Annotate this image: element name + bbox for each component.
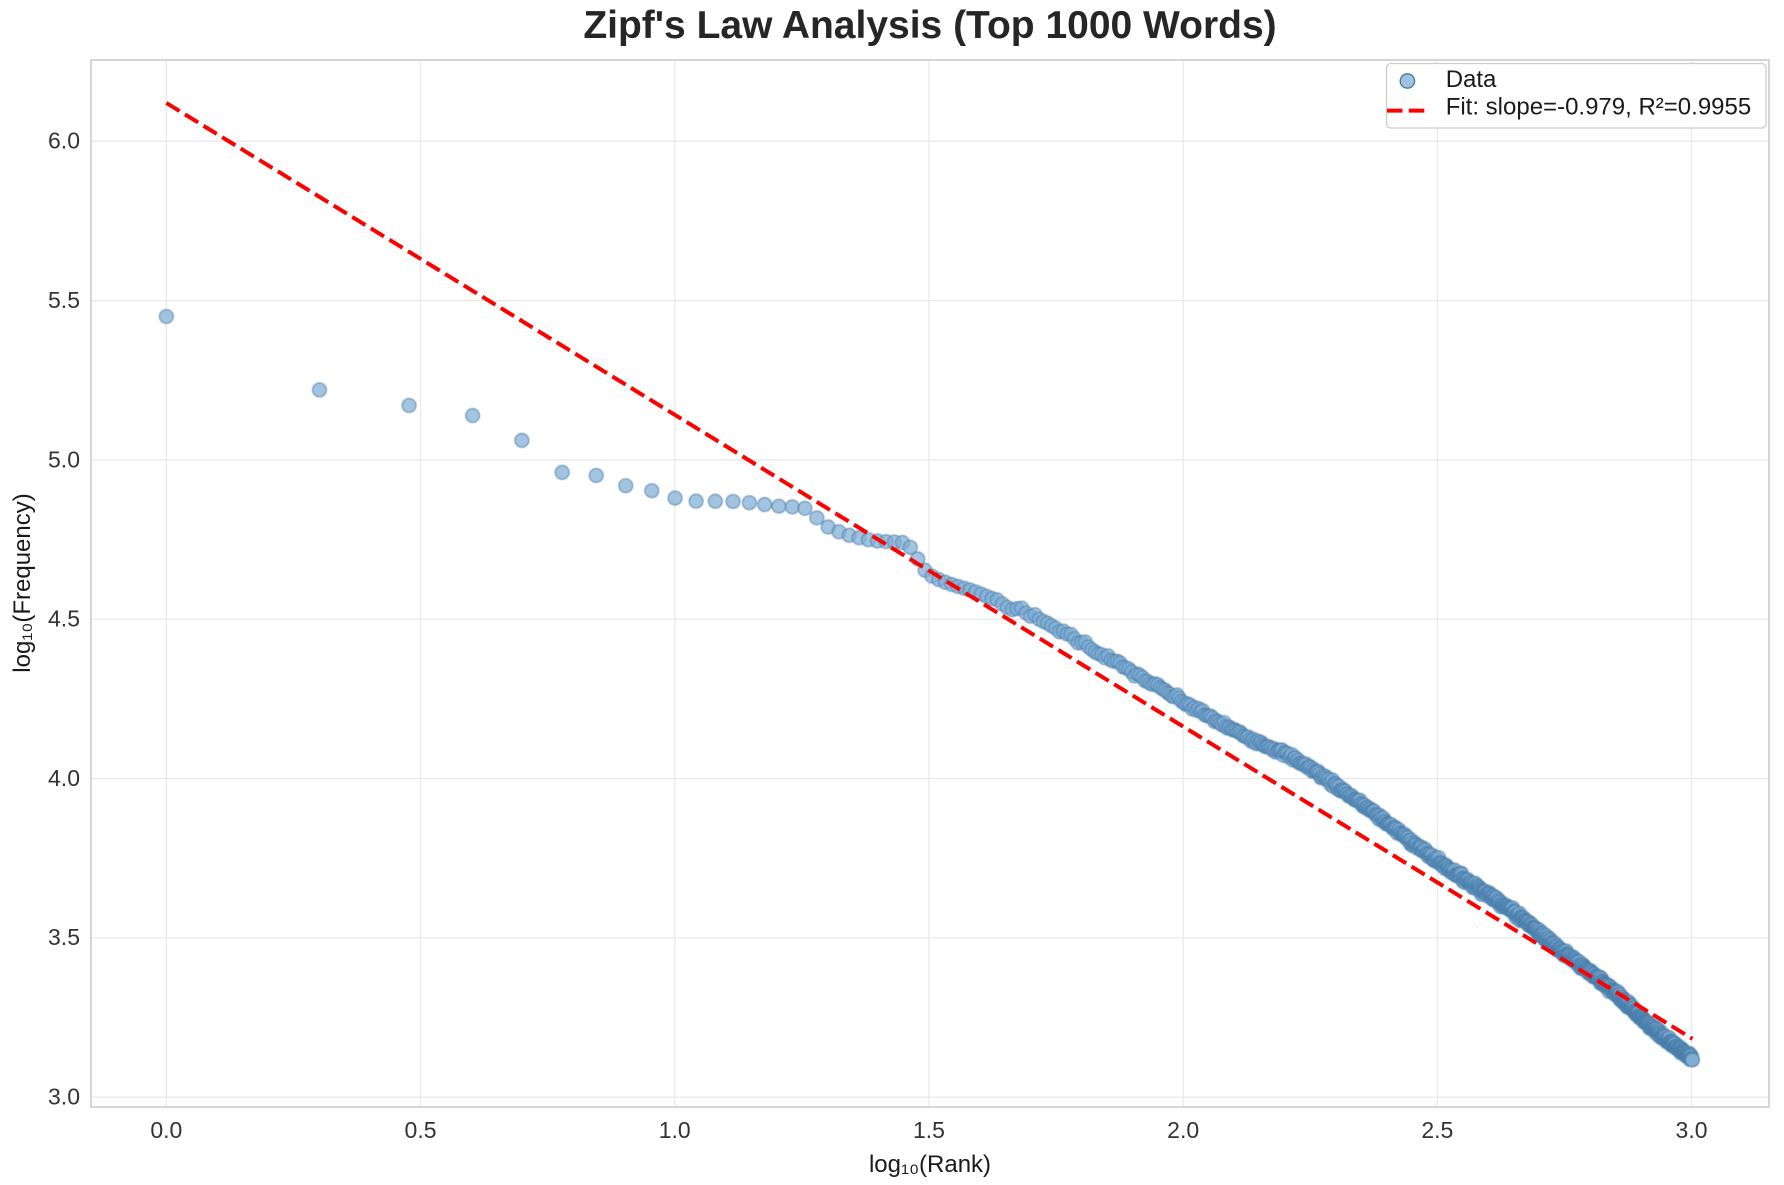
- svg-text:4.5: 4.5: [48, 606, 80, 632]
- svg-text:3.5: 3.5: [48, 924, 80, 950]
- svg-text:2.0: 2.0: [1167, 1117, 1199, 1143]
- svg-text:6.0: 6.0: [48, 128, 80, 154]
- svg-text:5.0: 5.0: [48, 446, 80, 472]
- svg-text:0.5: 0.5: [405, 1117, 437, 1143]
- svg-text:Fit: slope=-0.979, R²=0.9955: Fit: slope=-0.979, R²=0.9955: [1446, 93, 1752, 120]
- svg-text:3.0: 3.0: [48, 1084, 80, 1110]
- svg-text:0.0: 0.0: [150, 1117, 182, 1143]
- svg-text:1.5: 1.5: [913, 1117, 945, 1143]
- svg-text:Zipf's Law Analysis (Top 1000: Zipf's Law Analysis (Top 1000 Words): [583, 4, 1276, 47]
- svg-text:3.0: 3.0: [1676, 1117, 1708, 1143]
- svg-text:1.0: 1.0: [659, 1117, 691, 1143]
- svg-text:5.5: 5.5: [48, 287, 80, 313]
- svg-text:log₁₀(Frequency): log₁₀(Frequency): [9, 493, 36, 672]
- svg-text:log₁₀(Rank): log₁₀(Rank): [869, 1151, 991, 1178]
- svg-text:4.0: 4.0: [48, 765, 80, 791]
- svg-text:Data: Data: [1446, 66, 1497, 93]
- svg-text:2.5: 2.5: [1421, 1117, 1453, 1143]
